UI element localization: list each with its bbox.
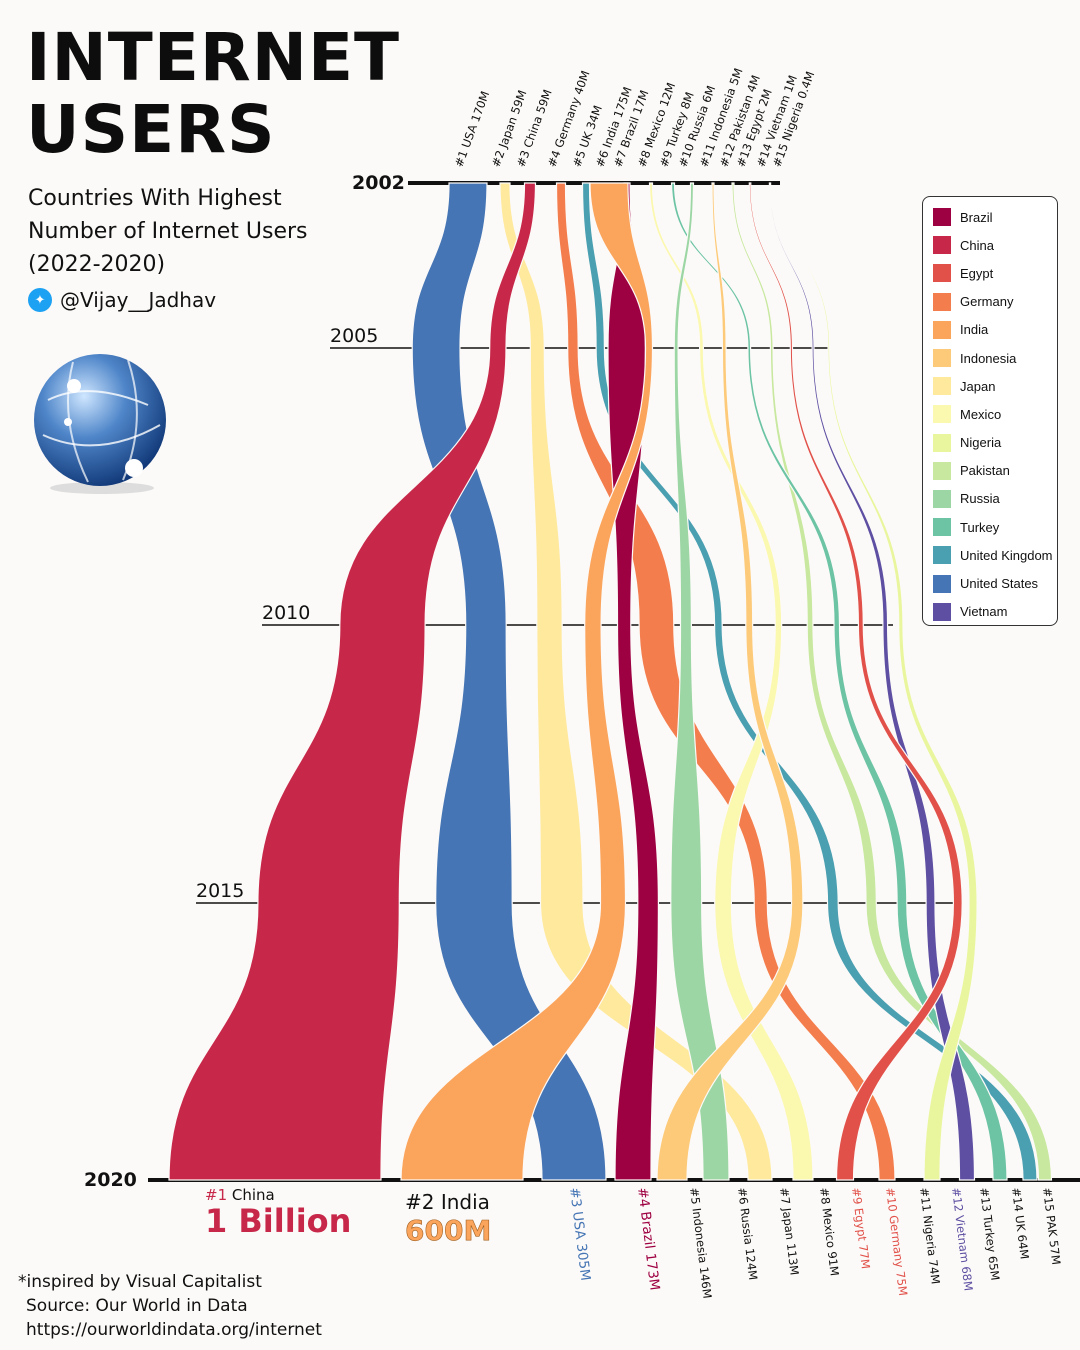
end-rank-label: #6 Russia 124M — [735, 1187, 760, 1281]
legend-swatch — [933, 236, 951, 255]
legend-item-turkey: Turkey — [933, 513, 1057, 541]
legend-label: United States — [960, 576, 1039, 592]
callout-value: 1 Billion — [205, 1202, 352, 1240]
legend-item-japan: Japan — [933, 372, 1057, 400]
ribbon-egypt — [748, 182, 963, 1181]
legend-swatch — [933, 349, 951, 368]
legend-label: Nigeria — [960, 435, 1002, 451]
legend-label: Mexico — [960, 406, 1002, 422]
legend-swatch — [933, 264, 951, 283]
legend-label: India — [960, 322, 989, 338]
legend-label: Vietnam — [960, 604, 1008, 620]
end-rank-label: #5 Indonesia 146M — [687, 1187, 715, 1300]
title-line-2: USERS — [26, 91, 276, 168]
legend-label: Russia — [960, 491, 1000, 507]
handle-text: @Vijay__Jadhav — [60, 288, 217, 312]
legend-swatch — [933, 433, 951, 452]
legend-item-indonesia: Indonesia — [933, 344, 1057, 372]
end-rank-label: #10 Germany 75M — [883, 1187, 910, 1297]
end-rank-label: #11 Nigeria 74M — [917, 1187, 943, 1285]
end-rank-label: #4 Brazil 173M — [634, 1187, 663, 1292]
chart-legend: Brazil China Egypt Germany India Indonesia Jap… — [922, 196, 1058, 626]
end-rank-label: #3 USA 305M — [566, 1187, 593, 1282]
callout-name: China — [231, 1186, 275, 1204]
legend-label: Japan — [960, 378, 996, 394]
legend-swatch — [933, 320, 951, 339]
legend-swatch — [933, 602, 951, 621]
legend-item-brazil: Brazil — [933, 203, 1057, 231]
twitter-bird-icon: ✦ — [28, 288, 52, 312]
legend-item-mexico: Mexico — [933, 400, 1057, 428]
legend-item-vietnam: Vietnam — [933, 598, 1057, 626]
legend-item-china: China — [933, 231, 1057, 259]
footer-line: https://ourworldindata.org/internet — [26, 1320, 322, 1340]
legend-item-egypt: Egypt — [933, 259, 1057, 287]
legend-swatch — [933, 546, 951, 565]
legend-label: United Kingdom — [960, 547, 1053, 563]
ribbon-vietnam — [768, 182, 976, 1181]
ribbon-russia — [670, 182, 730, 1181]
ribbon-turkey — [670, 182, 1008, 1181]
legend-item-germany: Germany — [933, 288, 1057, 316]
end-rank-label: #15 PAK 57M — [1040, 1187, 1063, 1266]
chart-subtitle: Countries With Highest Number of Interne… — [28, 186, 308, 277]
top-country-callout: #1 China 1 Billion — [205, 1186, 351, 1238]
ribbon-brazil — [607, 182, 660, 1181]
footer-line: Source: Our World in Data — [26, 1296, 248, 1316]
footer-credits: *inspired by Visual Capitalist Source: O… — [18, 1270, 322, 1342]
year-label-2010: 2010 — [262, 602, 310, 624]
chart-title: INTERNET USERS — [26, 22, 400, 166]
ribbon-japan — [499, 182, 773, 1181]
legend-swatch — [933, 518, 951, 537]
legend-item-united-states: United States — [933, 569, 1057, 597]
callout-name-2: India — [440, 1190, 490, 1214]
legend-item-pakistan: Pakistan — [933, 457, 1057, 485]
legend-swatch — [933, 208, 951, 227]
globe-icon — [34, 354, 166, 494]
ribbon-indonesia — [656, 182, 804, 1181]
legend-label: Brazil — [960, 209, 993, 225]
legend-swatch — [933, 292, 951, 311]
footer-line: *inspired by Visual Capitalist — [18, 1272, 262, 1292]
legend-label: Egypt — [960, 265, 994, 281]
legend-item-russia: Russia — [933, 485, 1057, 513]
end-rank-label: #14 UK 64M — [1009, 1187, 1032, 1260]
callout-value-2: 600M — [405, 1214, 492, 1248]
end-rank-label: #12 Vietnam 68M — [949, 1187, 976, 1292]
title-line-1: INTERNET — [26, 19, 401, 96]
ribbon-india — [400, 182, 654, 1181]
ribbon-china — [168, 182, 537, 1181]
year-label-2015: 2015 — [196, 880, 244, 902]
legend-swatch — [933, 377, 951, 396]
second-country-callout: #2 India 600M — [405, 1190, 492, 1248]
year-label-2020: 2020 — [84, 1169, 137, 1191]
legend-item-india: India — [933, 316, 1057, 344]
end-rank-label: #8 Mexico 91M — [817, 1187, 842, 1277]
legend-label: Germany — [960, 294, 1014, 310]
ribbon-united-kingdom — [581, 182, 1038, 1181]
legend-swatch — [933, 405, 951, 424]
legend-swatch — [933, 461, 951, 480]
callout-rank-2: #2 — [405, 1190, 435, 1214]
end-rank-label: #13 Turkey 65M — [977, 1187, 1002, 1282]
year-label-2002: 2002 — [352, 172, 405, 194]
legend-item-united-kingdom: United Kingdom — [933, 541, 1057, 569]
start-rank-label: #1 USA 170M — [452, 89, 492, 169]
legend-label: Indonesia — [960, 350, 1017, 366]
legend-item-nigeria: Nigeria — [933, 429, 1057, 457]
legend-label: China — [960, 237, 994, 253]
year-label-2005: 2005 — [330, 325, 378, 347]
legend-label: Turkey — [960, 519, 1000, 535]
author-handle[interactable]: ✦ @Vijay__Jadhav — [28, 288, 216, 312]
legend-swatch — [933, 574, 951, 593]
ribbon-nigeria — [784, 182, 978, 1181]
callout-rank: #1 — [205, 1186, 228, 1204]
end-rank-label: #7 Japan 113M — [777, 1187, 802, 1276]
legend-label: Pakistan — [960, 463, 1010, 479]
legend-swatch — [933, 489, 951, 508]
end-rank-label: #9 Egypt 77M — [849, 1187, 873, 1270]
